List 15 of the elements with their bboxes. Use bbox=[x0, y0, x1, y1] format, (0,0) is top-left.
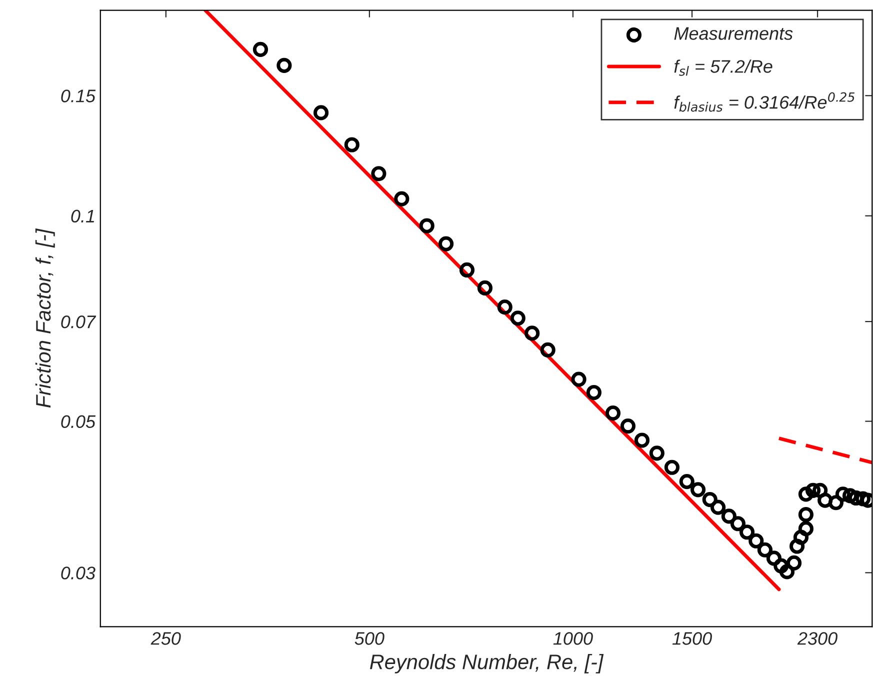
x-tick-label: 250 bbox=[150, 632, 181, 645]
legend-label: f$_{blasius}$ = 0.3164/Re$^{0.25}$ bbox=[674, 92, 855, 112]
x-tick-label: 1500 bbox=[672, 632, 712, 645]
legend-label: Measurements bbox=[674, 27, 793, 40]
x-tick-label: 2300 bbox=[797, 632, 838, 645]
x-tick-label: 500 bbox=[354, 632, 384, 645]
y-tick-label: 0.1 bbox=[71, 210, 94, 223]
y-axis-title: Friction Factor, f, [-] bbox=[35, 228, 55, 408]
y-tick-label: 0.07 bbox=[61, 315, 96, 328]
y-tick-label: 0.05 bbox=[61, 415, 96, 428]
y-tick-label: 0.15 bbox=[61, 90, 96, 102]
y-tick-label: 0.03 bbox=[61, 566, 96, 580]
x-axis-title: Reynolds Number, Re, [-] bbox=[370, 654, 604, 674]
x-tick-label: 1000 bbox=[553, 632, 593, 645]
legend-label: f$_{sl}$ = 57.2/Re bbox=[674, 60, 772, 76]
